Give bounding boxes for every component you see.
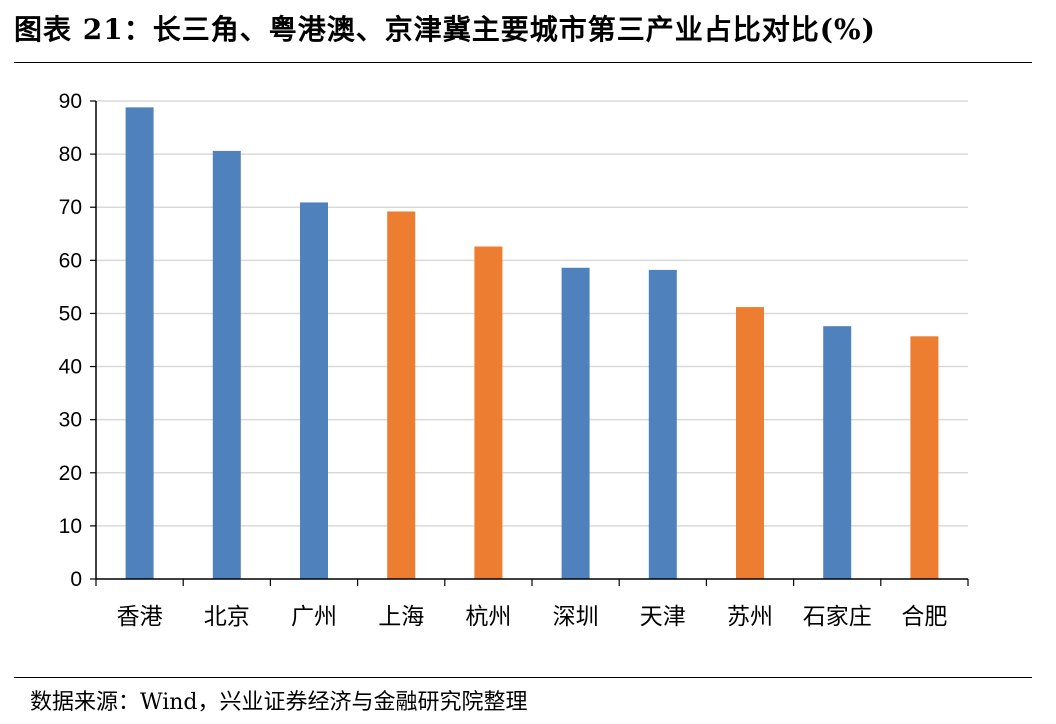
bar-4 (387, 211, 416, 579)
bar-5 (474, 246, 503, 579)
bar-9 (823, 326, 852, 579)
x-tick-label: 杭州 (465, 604, 511, 630)
y-tick-label: 50 (59, 302, 82, 325)
y-tick-label: 10 (59, 515, 82, 538)
x-tick-label: 香港 (117, 604, 163, 630)
bar-10 (910, 336, 939, 579)
x-tick-label: 天津 (640, 604, 686, 630)
axes (90, 100, 969, 586)
bar-7 (648, 269, 677, 579)
y-tick-label: 90 (59, 90, 82, 113)
gridlines (96, 100, 968, 527)
x-tick-label: 上海 (378, 604, 424, 630)
bar-6 (561, 267, 590, 579)
bar-3 (300, 202, 328, 580)
y-tick-label: 20 (59, 462, 82, 485)
bar-2 (212, 150, 241, 579)
bar-1 (125, 107, 154, 579)
source-rule (14, 677, 1032, 678)
x-tick-label: 广州 (291, 604, 337, 630)
x-tick-label: 深圳 (553, 604, 599, 630)
x-tick-label: 北京 (204, 604, 250, 630)
source-note: 数据来源：Wind，兴业证券经济与金融研究院整理 (30, 690, 528, 715)
y-tick-label: 60 (59, 249, 82, 272)
y-tick-label: 80 (59, 143, 82, 166)
bars (125, 107, 939, 580)
x-tick-label: 合肥 (901, 604, 947, 630)
y-tick-label: 70 (59, 196, 82, 219)
bar-8 (736, 307, 764, 579)
x-tick-label: 石家庄 (803, 604, 872, 630)
title-rule (14, 62, 1032, 63)
axis-labels: 0 10 20 30 40 50 60 70 80 90 香港 北京 广州 上海 杭州 深圳 天津 苏州 石家庄 合肥 (59, 90, 948, 630)
y-tick-label: 30 (59, 409, 82, 432)
x-tick-label: 苏州 (727, 604, 773, 630)
y-tick-label: 40 (59, 356, 82, 379)
y-tick-label: 0 (70, 568, 82, 591)
figure-title: 图表 21：长三角、粤港澳、京津冀主要城市第三产业占比对比(%) (14, 13, 876, 46)
